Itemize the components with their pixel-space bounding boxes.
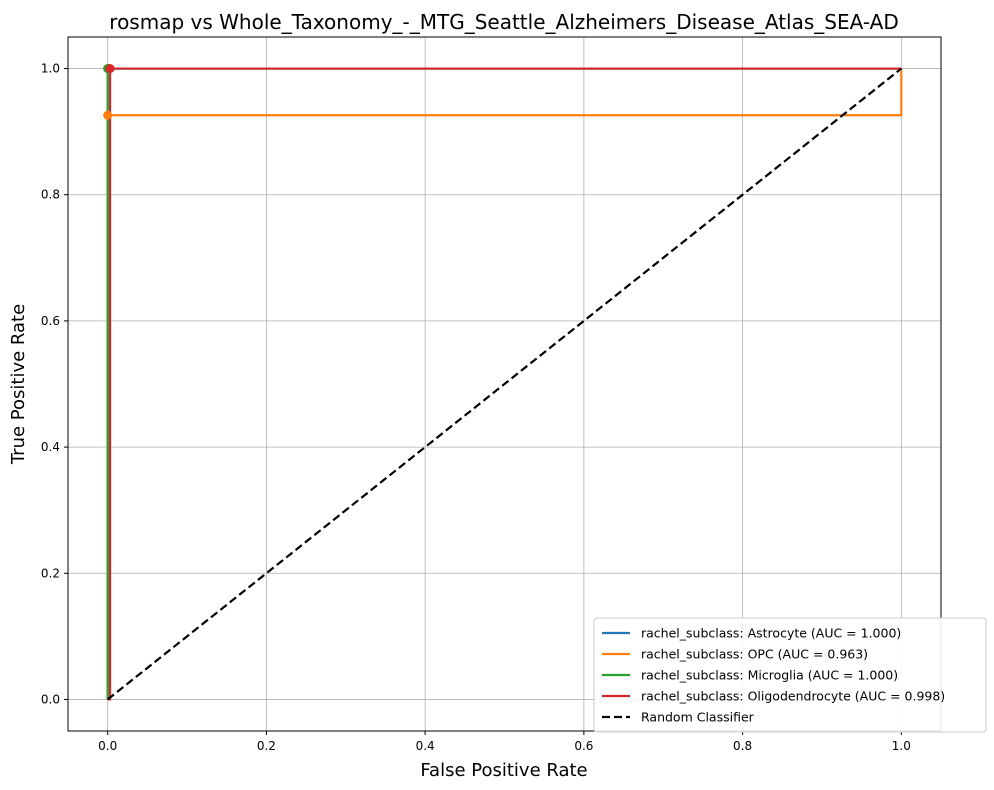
x-axis-label: False Positive Rate [420,760,587,781]
series-marker-1 [103,110,113,120]
legend-label-2: rachel_subclass: Microglia (AUC = 1.000) [641,668,898,683]
y-tick-label: 0.8 [41,188,60,202]
legend-label-3: rachel_subclass: Oligodendrocyte (AUC = … [641,689,945,704]
series-line-4 [106,67,903,701]
x-tick-label: 0.0 [98,739,117,753]
y-tick-label: 0.6 [41,314,60,328]
y-tick-label: 0.2 [41,566,60,580]
y-axis-label: True Positive Rate [8,304,29,465]
grid [68,37,941,731]
legend-label-1: rachel_subclass: OPC (AUC = 0.963) [641,647,868,662]
x-tick-label: 0.8 [733,739,752,753]
y-tick-label: 1.0 [41,62,60,76]
plot-frame [67,36,942,732]
ticks: 0.0 0.2 0.4 0.6 0.8 1.0 0.0 0.2 0.4 0.6 0.8 1.0 [41,62,911,753]
y-tick-label: 0.4 [41,440,60,454]
legend-box [593,617,987,733]
legend-label-4: Random Classifier [641,710,755,725]
chart-title: rosmap vs Whole_Taxonomy_-_MTG_Seattle_A… [109,10,898,34]
x-tick-label: 0.2 [257,739,276,753]
legend-label-0: rachel_subclass: Astrocyte (AUC = 1.000) [641,626,901,641]
y-tick-label: 0.0 [41,692,60,706]
x-tick-label: 1.0 [892,739,911,753]
x-tick-label: 0.4 [416,739,435,753]
plot-series [103,64,903,701]
legend: rachel_subclass: Astrocyte (AUC = 1.000)… [593,617,987,733]
x-tick-label: 0.6 [574,739,593,753]
series-marker-3 [105,64,115,74]
